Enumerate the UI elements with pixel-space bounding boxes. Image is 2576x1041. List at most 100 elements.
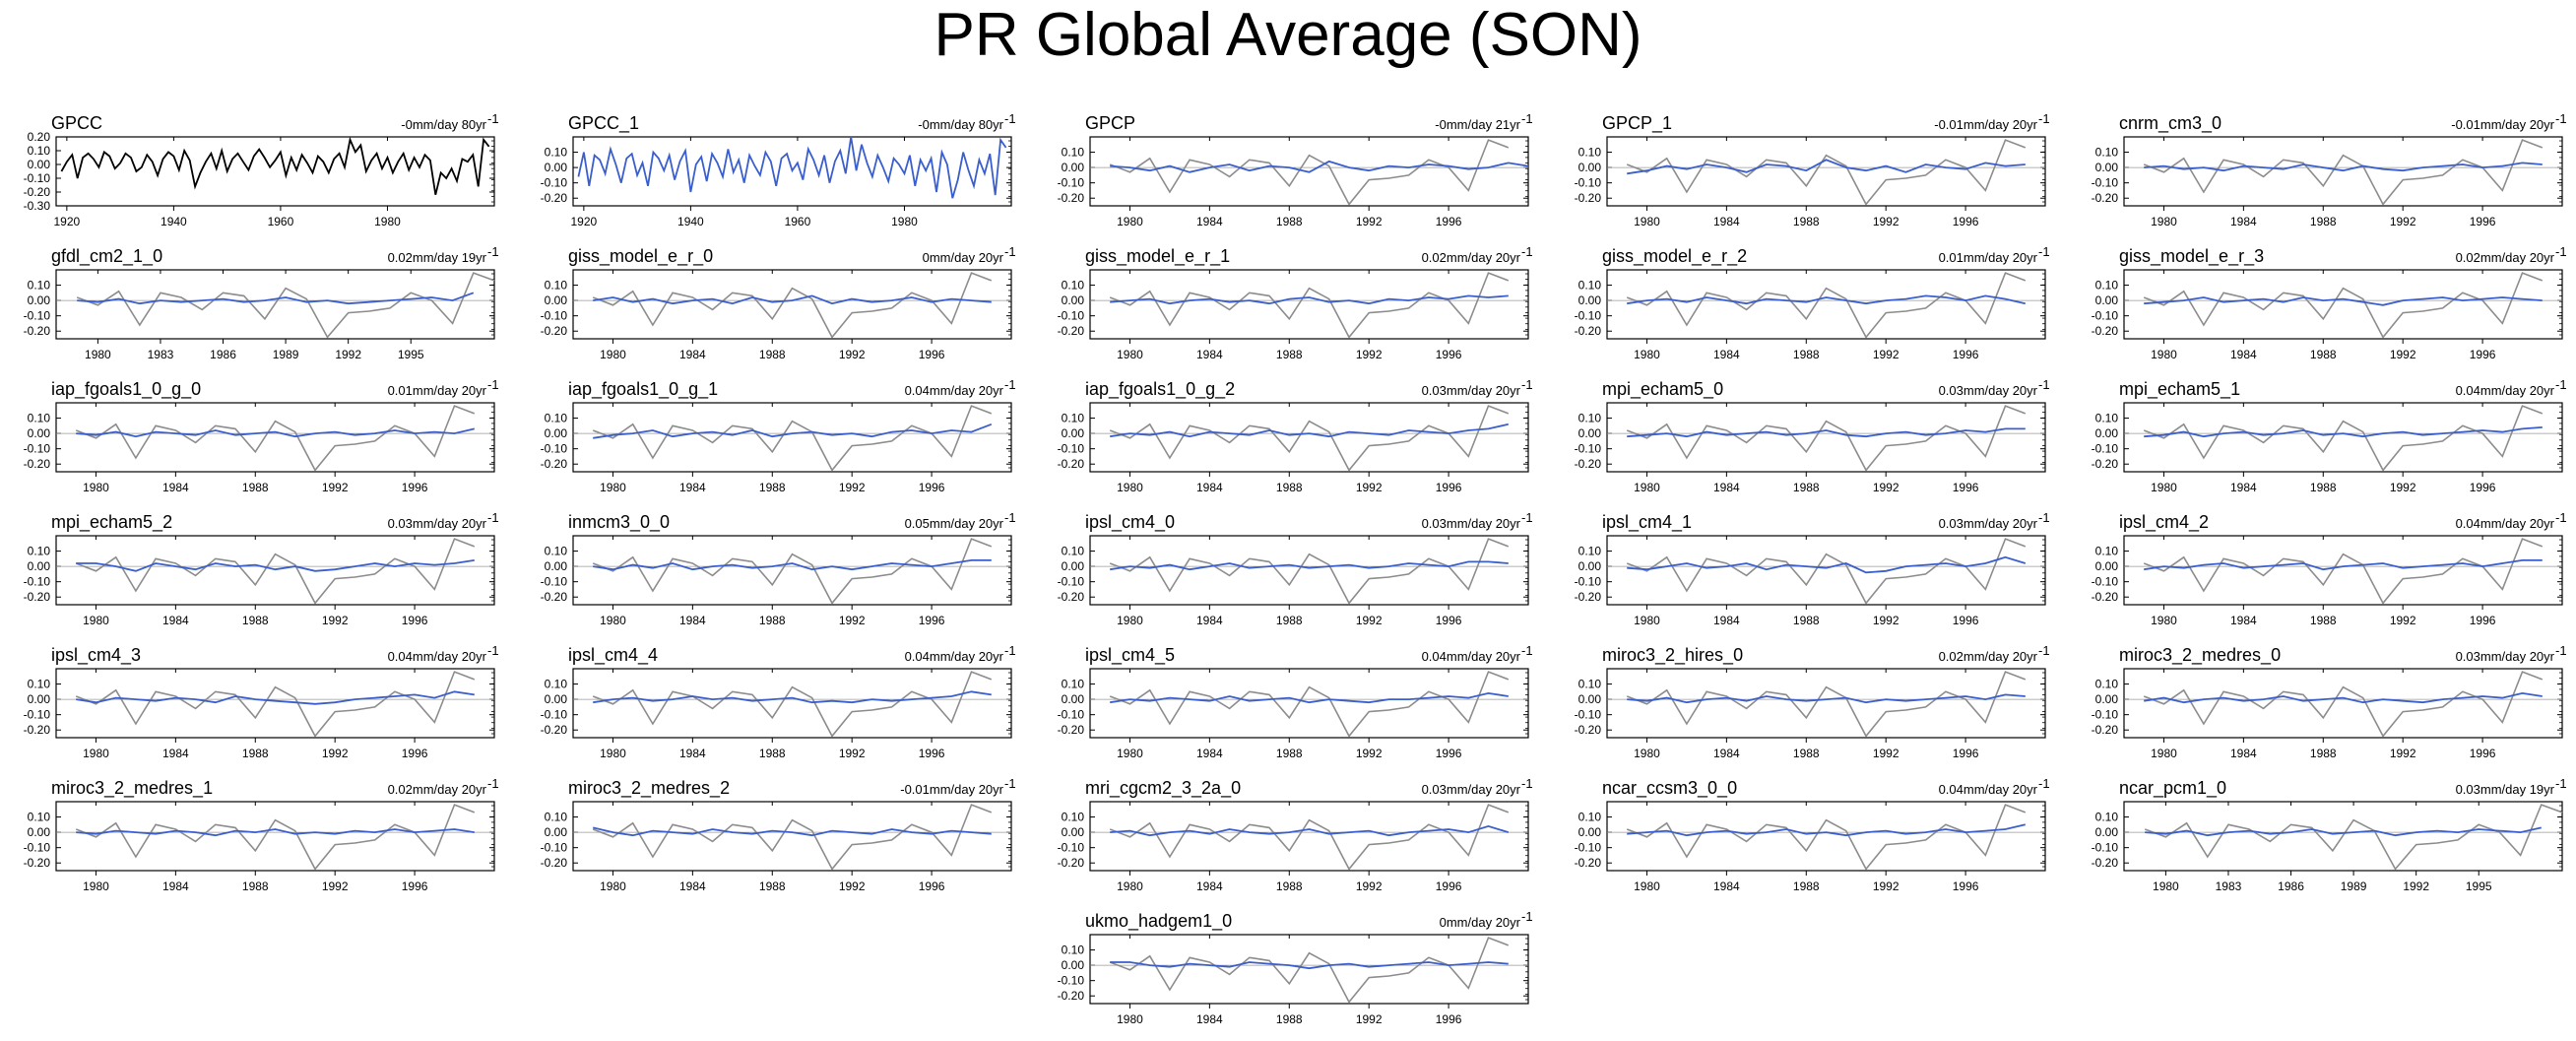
panel-trend-label: 0.03mm/day 20yr <box>1939 516 2038 531</box>
reference-series-line <box>592 272 993 339</box>
series-line <box>76 427 476 438</box>
trend-superscript: -1 <box>2038 643 2050 658</box>
panel-iap_fgoals1_0_g_1: iap_fgoals1_0_g_1 0.04mm/day 20yr -1 0.100.… <box>541 377 1016 494</box>
y-tick-label: -0.10 <box>24 841 51 855</box>
x-tick-label: 1960 <box>268 215 294 228</box>
panel-trend-label: 0.02mm/day 20yr <box>2456 250 2555 265</box>
reference-series-line <box>592 671 993 738</box>
panel-trend-label: 0.04mm/day 20yr <box>388 649 487 664</box>
x-tick-label: 1988 <box>759 747 786 760</box>
y-tick-label: 0.10 <box>545 146 568 160</box>
y-tick-label: 0.10 <box>1062 678 1085 691</box>
panel-gfdl_cm2_1_0: gfdl_cm2_1_0 0.02mm/day 19yr -1 0.100.00 -0.… <box>24 244 499 361</box>
x-tick-label: 1992 <box>1356 747 1383 760</box>
plot-frame <box>1606 801 2046 872</box>
x-tick-label: 1980 <box>83 481 109 494</box>
y-tick-label: 0.00 <box>28 825 51 839</box>
plot-frame <box>1606 668 2046 739</box>
panel-ukmo_hadgem1_0: ukmo_hadgem1_0 0mm/day 20yr -1 0.100.00 -0.1… <box>1058 909 1533 1026</box>
x-tick-label: 1992 <box>2390 614 2416 627</box>
reference-series-line <box>1109 405 1510 472</box>
panel-GPCC: GPCC -0mm/day 80yr -1 0.200.100.00-0.10-0.2… <box>24 111 499 228</box>
panel-inmcm3_0_0: inmcm3_0_0 0.05mm/day 20yr -1 0.100.00 -0.10… <box>541 510 1016 627</box>
x-tick-label: 1980 <box>600 614 626 627</box>
reference-series-line <box>2143 139 2544 206</box>
trend-superscript: -1 <box>487 377 499 392</box>
y-tick-label: -0.20 <box>541 324 568 338</box>
trend-superscript: -1 <box>487 643 499 658</box>
panel-trend-label: 0mm/day 20yr <box>1440 915 1521 930</box>
x-tick-label: 1992 <box>839 879 866 893</box>
y-tick-label: -0.10 <box>541 442 568 456</box>
plot-frame <box>55 668 495 739</box>
y-tick-label: 0.10 <box>1578 678 1602 691</box>
panel-title: miroc3_2_medres_2 <box>568 778 730 799</box>
x-tick-label: 1996 <box>1953 747 1979 760</box>
y-tick-label: 0.10 <box>28 412 51 425</box>
y-tick-label: 0.00 <box>1062 958 1085 972</box>
x-tick-label: 1984 <box>1713 879 1740 893</box>
y-tick-label: 0.00 <box>28 559 51 573</box>
panel-giss_model_e_r_0: giss_model_e_r_0 0mm/day 20yr -1 0.100.00 -0… <box>541 244 1016 361</box>
y-tick-label: 0.10 <box>2095 678 2119 691</box>
x-tick-label: 1996 <box>2470 215 2496 228</box>
reference-series-line <box>1109 272 1510 339</box>
plot-frame <box>1606 402 2046 473</box>
y-tick-label: 0.10 <box>1062 943 1085 957</box>
plot-frame <box>1606 535 2046 606</box>
trend-superscript: -1 <box>2555 643 2567 658</box>
y-tick-label: 0.00 <box>1062 825 1085 839</box>
series-line <box>1627 555 2027 574</box>
panel-title: ipsl_cm4_1 <box>1602 512 1692 533</box>
trend-superscript: -1 <box>1004 111 1016 126</box>
trend-superscript: -1 <box>1004 510 1016 525</box>
y-tick-label: 0.00 <box>1062 161 1085 174</box>
trend-superscript: -1 <box>1004 244 1016 259</box>
x-tick-label: 1996 <box>1953 879 1979 893</box>
trend-superscript: -1 <box>487 244 499 259</box>
x-tick-label: 1984 <box>1196 614 1223 627</box>
panel-title: GPCP_1 <box>1602 113 1672 134</box>
y-tick-label: -0.20 <box>541 191 568 205</box>
y-tick-label: -0.20 <box>541 723 568 737</box>
trend-superscript: -1 <box>2038 111 2050 126</box>
x-tick-label: 1984 <box>679 747 706 760</box>
y-tick-label: -0.10 <box>541 176 568 190</box>
reference-series-line <box>1626 405 2027 472</box>
plot-frame <box>2123 402 2563 473</box>
panel-GPCC_1: GPCC_1 -0mm/day 80yr -10.100.00-0.10-0.201… <box>541 111 1016 228</box>
x-tick-label: 1992 <box>839 747 866 760</box>
y-tick-label: 0.10 <box>2095 412 2119 425</box>
trend-superscript: -1 <box>2038 377 2050 392</box>
y-tick-label: -0.20 <box>1058 723 1085 737</box>
plot-frame <box>572 668 1012 739</box>
x-tick-label: 1980 <box>1117 614 1143 627</box>
series-line <box>76 828 475 837</box>
panel-giss_model_e_r_3: giss_model_e_r_3 0.02mm/day 20yr -1 0.100.0… <box>2092 244 2567 361</box>
x-tick-label: 1992 <box>1356 879 1383 893</box>
y-tick-label: 0.00 <box>2095 293 2119 307</box>
series-line <box>1110 160 1529 173</box>
panel-trend-label: 0.02mm/day 20yr <box>1422 250 1521 265</box>
x-tick-label: 1960 <box>785 215 811 228</box>
y-tick-label: -0.20 <box>2092 457 2119 471</box>
x-tick-label: 1988 <box>1276 348 1303 361</box>
x-tick-label: 1992 <box>2390 348 2416 361</box>
panel-title: GPCC_1 <box>568 113 639 134</box>
y-tick-label: -0.10 <box>1058 575 1085 589</box>
x-tick-label: 1996 <box>1436 879 1462 893</box>
reference-series-line <box>1109 937 1510 1004</box>
x-tick-label: 1984 <box>1196 348 1223 361</box>
trend-superscript: -1 <box>1521 111 1533 126</box>
x-tick-label: 1980 <box>600 481 626 494</box>
y-tick-label: 0.00 <box>545 426 568 440</box>
plot-frame <box>55 801 495 872</box>
y-tick-label: 0.10 <box>28 279 51 293</box>
x-tick-label: 1988 <box>759 481 786 494</box>
x-tick-label: 1984 <box>2230 348 2257 361</box>
series-line <box>1110 423 1509 438</box>
x-tick-label: 1988 <box>1793 481 1820 494</box>
trend-superscript: -1 <box>487 510 499 525</box>
x-tick-label: 1992 <box>1873 879 1900 893</box>
x-tick-label: 1992 <box>322 481 349 494</box>
